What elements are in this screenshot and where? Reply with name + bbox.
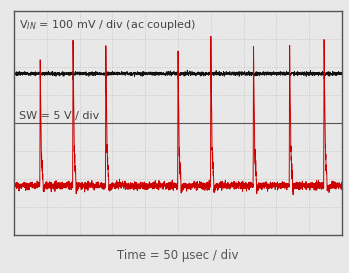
Text: V$_{IN}$ = 100 mV / div (ac coupled): V$_{IN}$ = 100 mV / div (ac coupled) [19, 18, 196, 32]
Text: SW = 5 V / div: SW = 5 V / div [19, 111, 99, 121]
Text: Time = 50 μsec / div: Time = 50 μsec / div [117, 249, 239, 262]
